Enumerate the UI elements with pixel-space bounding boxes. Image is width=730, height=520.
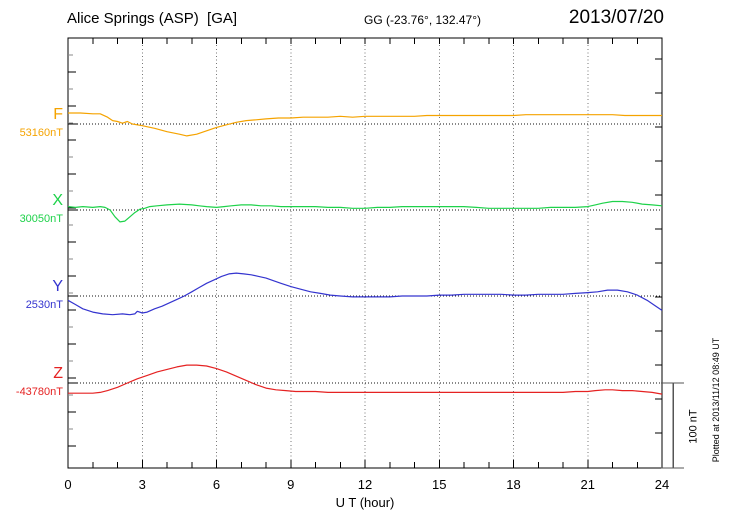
scale-bar-label: 100 nT xyxy=(687,409,700,444)
x-tick-label-0: 0 xyxy=(64,477,72,492)
component-value-z: -43780nT xyxy=(15,386,63,398)
plot-frame xyxy=(67,37,663,469)
component-value-x: 30050nT xyxy=(19,213,63,225)
x-tick-label-6: 6 xyxy=(212,477,221,492)
x-tick-label-15: 15 xyxy=(432,477,447,492)
component-letter-x: X xyxy=(52,192,63,209)
component-label-y: Y xyxy=(0,279,63,295)
x-tick-label-3: 3 xyxy=(138,477,146,492)
x-tick-label-24: 24 xyxy=(654,477,670,492)
component-baseline-value-f: 53160nT xyxy=(0,128,63,139)
component-value-f: 53160nT xyxy=(19,127,63,139)
component-label-z: Z xyxy=(0,366,63,382)
x-tick-label-12: 12 xyxy=(357,477,373,492)
plotted-at-note: Plotted at 2013/11/12 08:49 UT xyxy=(711,337,721,463)
component-label-x: X xyxy=(0,193,63,209)
component-letter-z: Z xyxy=(53,365,63,382)
geographic-coordinates: GG (-23.76°, 132.47°) xyxy=(364,13,481,27)
x-tick-label-21: 21 xyxy=(580,477,595,492)
component-baseline-value-y: 2530nT xyxy=(0,300,63,311)
component-baseline-value-z: -43780nT xyxy=(0,387,63,398)
component-letter-f: F xyxy=(53,106,63,123)
plot-date: 2013/07/20 xyxy=(568,7,664,28)
component-letter-y: Y xyxy=(52,278,63,295)
trace-X xyxy=(67,200,663,223)
station-title: Alice Springs (ASP) [GA] xyxy=(67,10,238,27)
component-value-y: 2530nT xyxy=(25,299,63,311)
component-label-f: F xyxy=(0,107,63,123)
trace-Y xyxy=(67,272,663,316)
x-tick-label-18: 18 xyxy=(506,477,521,492)
x-tick-label-9: 9 xyxy=(287,477,295,492)
trace-F xyxy=(68,112,662,137)
x-axis-title: U T (hour) xyxy=(335,495,395,510)
trace-Z xyxy=(68,364,663,395)
component-baseline-value-x: 30050nT xyxy=(0,214,63,225)
